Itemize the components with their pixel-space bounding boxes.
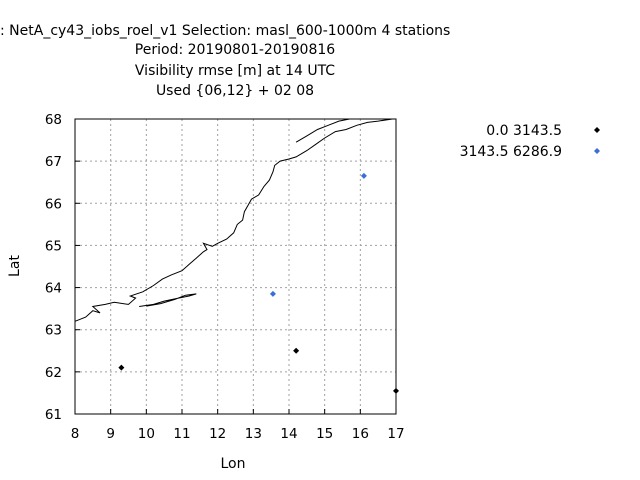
- data-point: [118, 364, 125, 371]
- y-tick-label: 63: [45, 323, 62, 339]
- legend-marker: [594, 127, 600, 133]
- x-tick-label: 15: [316, 426, 333, 442]
- x-tick-label: 11: [173, 426, 190, 442]
- title-line-2: Period: 20190801-20190816: [135, 42, 335, 58]
- legend-marker: [594, 148, 600, 154]
- y-tick-label: 62: [45, 365, 62, 381]
- y-tick-label: 67: [45, 154, 62, 170]
- grid-lines: [75, 119, 396, 414]
- title-line-3: Visibility rmse [m] at 14 UTC: [135, 63, 335, 79]
- chart-title: : NetA_cy43_iobs_roel_v1 Selection: masl…: [0, 23, 450, 99]
- coastline-segment: [139, 293, 197, 307]
- title-line-1: : NetA_cy43_iobs_roel_v1 Selection: masl…: [0, 23, 450, 39]
- legend: 0.0 3143.5 3143.5 6286.9: [460, 123, 600, 160]
- data-point: [293, 347, 300, 354]
- x-tick-label: 16: [352, 426, 369, 442]
- x-tick-label: 14: [280, 426, 297, 442]
- coastline-segment: [295, 118, 350, 143]
- y-axis-label: Lat: [7, 255, 23, 277]
- x-tick-label: 8: [71, 426, 80, 442]
- x-tick-label: 9: [106, 426, 115, 442]
- y-tick-label: 64: [45, 281, 62, 297]
- x-tick-label: 10: [138, 426, 155, 442]
- x-tick-label: 17: [387, 426, 404, 442]
- x-tick-label: 12: [209, 426, 226, 442]
- plot-area: [74, 118, 397, 415]
- x-axis-label: Lon: [221, 456, 246, 472]
- data-points: [118, 172, 399, 394]
- y-tick-label: 61: [45, 407, 62, 423]
- data-point: [393, 387, 399, 394]
- y-tick-label: 66: [45, 196, 62, 212]
- y-tick-label: 65: [45, 238, 62, 254]
- y-axis: 61 62 63 64 65 66 67 68: [45, 112, 80, 423]
- y-tick-label: 68: [45, 112, 62, 128]
- legend-label: 3143.5 6286.9: [460, 144, 562, 160]
- legend-label: 0.0 3143.5: [486, 123, 562, 139]
- x-tick-label: 13: [245, 426, 262, 442]
- coastline-segment: [74, 118, 393, 322]
- x-axis: 8 9 10 11 12 13 14 15 16 17: [71, 409, 405, 442]
- coastline: [74, 118, 393, 322]
- title-line-4: Used {06,12} + 02 08: [156, 83, 314, 99]
- data-point: [269, 290, 276, 297]
- data-point: [360, 172, 367, 179]
